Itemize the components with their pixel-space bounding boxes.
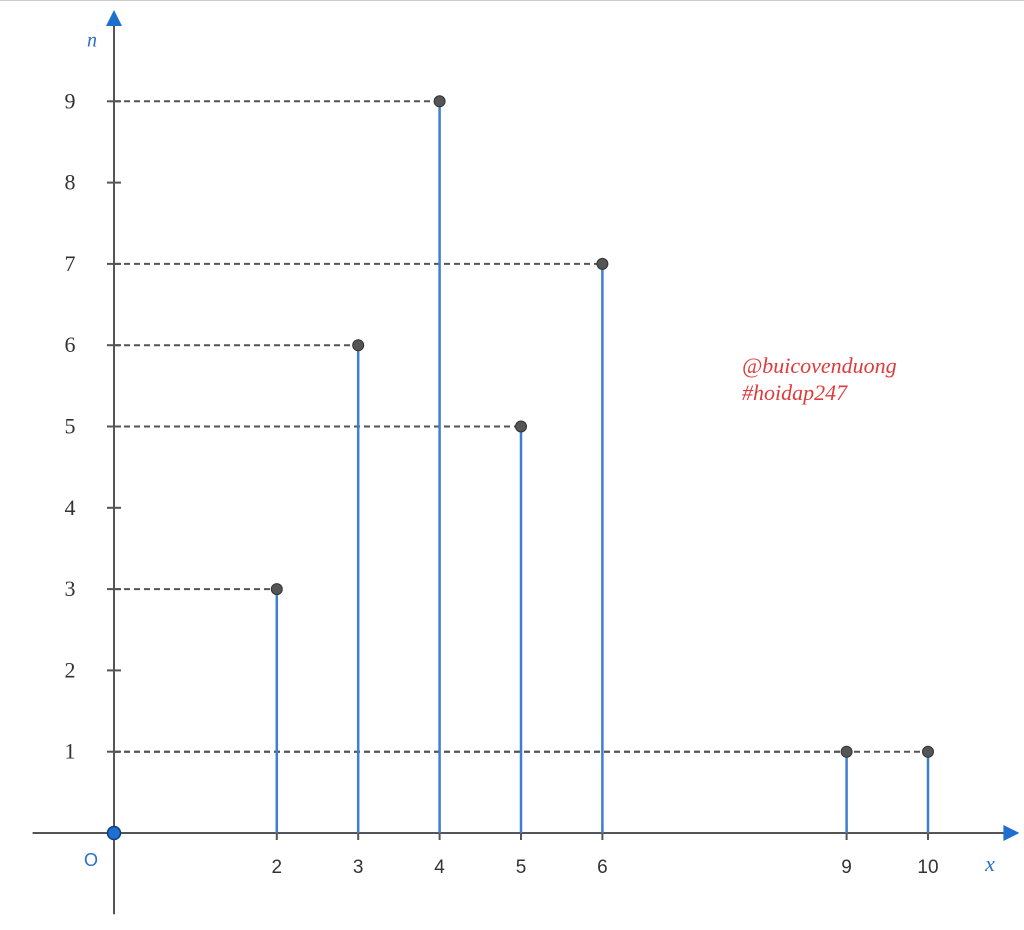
origin-point bbox=[106, 825, 122, 841]
stem-point bbox=[352, 339, 365, 352]
x-axis-arrow bbox=[1003, 825, 1020, 841]
origin-label: O bbox=[84, 850, 98, 870]
y-tick-label: 5 bbox=[65, 414, 76, 439]
stem-point bbox=[433, 95, 446, 108]
y-axis-label: n bbox=[87, 30, 97, 52]
stem-point bbox=[840, 745, 853, 758]
y-tick-label: 2 bbox=[65, 657, 76, 682]
stem-point bbox=[270, 583, 283, 596]
x-tick-label: 4 bbox=[434, 857, 445, 878]
stem-point bbox=[922, 745, 934, 758]
watermark: #hoidap247 bbox=[742, 380, 848, 405]
x-tick-label: 2 bbox=[272, 857, 283, 878]
y-tick-label: 4 bbox=[65, 495, 76, 520]
x-tick-label: 6 bbox=[597, 857, 608, 878]
y-tick-label: 9 bbox=[65, 88, 76, 113]
y-tick-label: 3 bbox=[65, 576, 76, 601]
x-tick-label: 9 bbox=[841, 857, 852, 878]
y-tick-label: 6 bbox=[65, 332, 76, 357]
y-tick-label: 7 bbox=[65, 251, 76, 276]
y-tick-label: 1 bbox=[65, 739, 76, 764]
watermark: @buicovenduong bbox=[742, 353, 897, 378]
x-axis-label: x bbox=[984, 851, 995, 876]
x-tick-label: 5 bbox=[516, 857, 527, 878]
y-tick-label: 8 bbox=[65, 170, 76, 195]
x-tick-label: 3 bbox=[353, 857, 364, 878]
y-axis-arrow bbox=[106, 10, 122, 26]
stem-point bbox=[515, 420, 527, 433]
x-tick-label: 10 bbox=[917, 857, 938, 878]
stem-point bbox=[596, 257, 609, 270]
